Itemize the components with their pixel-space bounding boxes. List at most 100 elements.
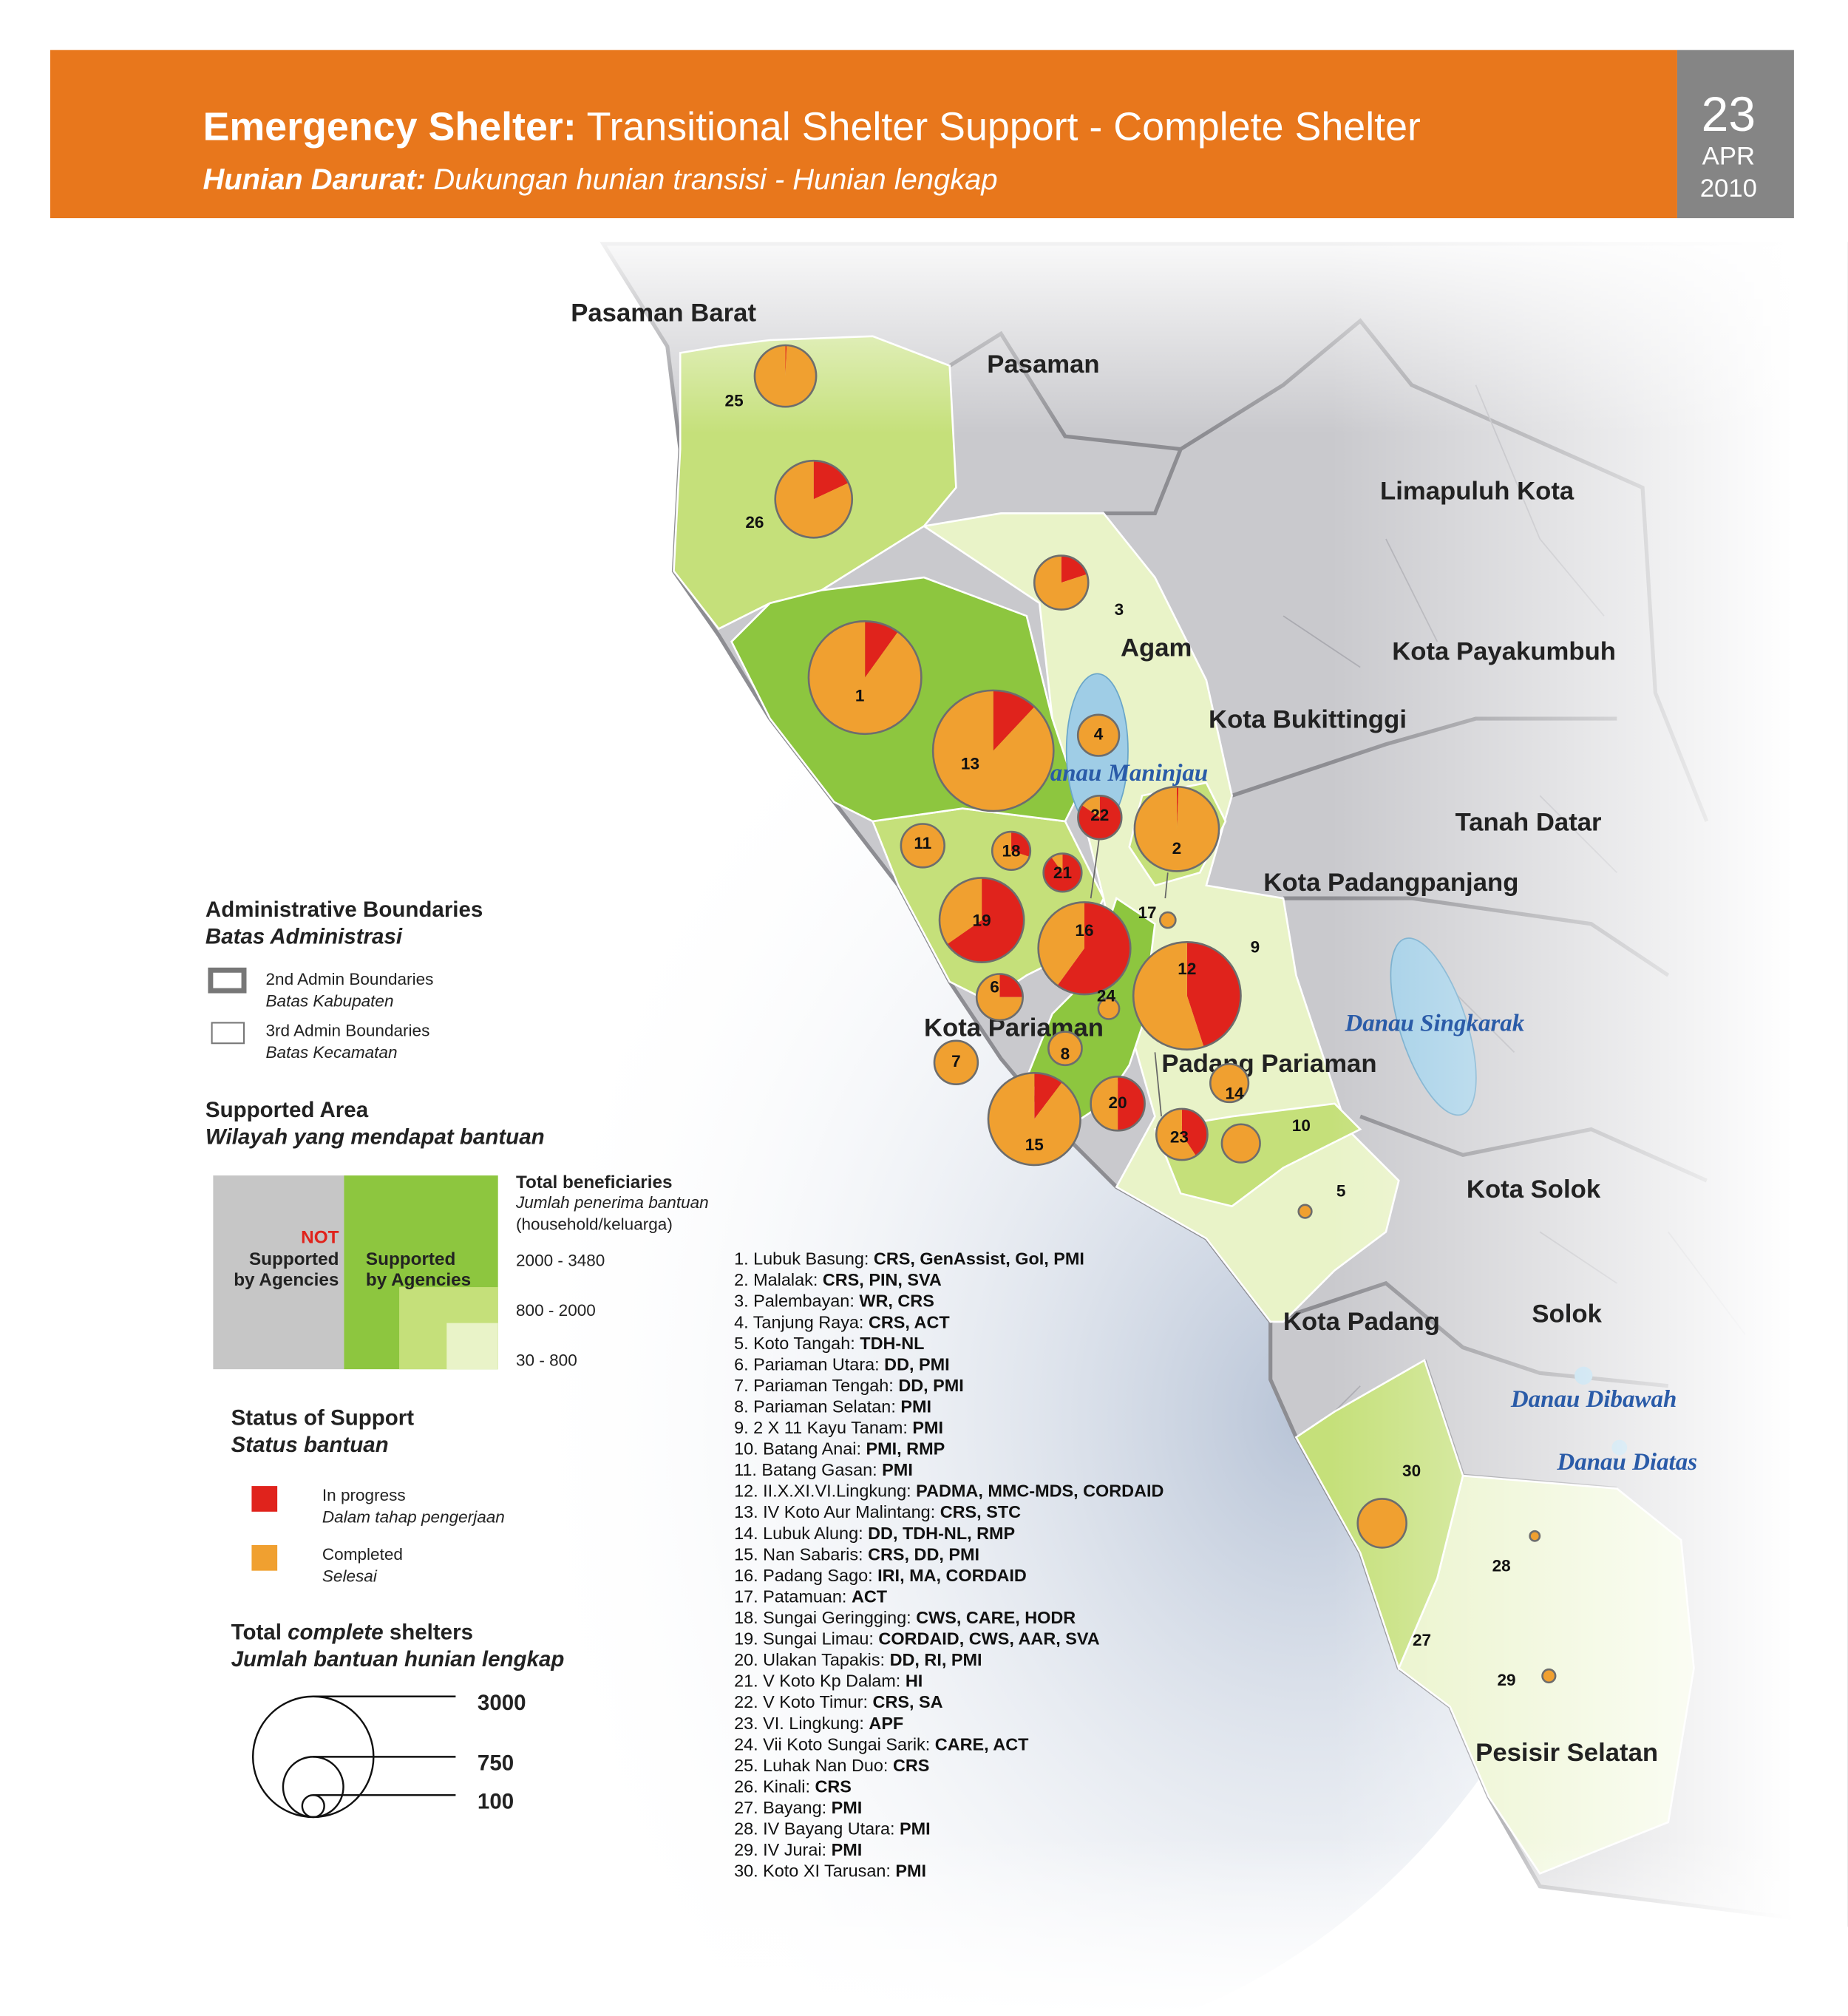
district-name: 2. Malalak: <box>734 1270 823 1289</box>
pie <box>975 973 1024 1022</box>
subtitle: Dukungan hunian transisi - Hunian lengka… <box>433 163 997 195</box>
pie-outline <box>1076 713 1121 757</box>
legend-title: Status of Support <box>231 1406 415 1430</box>
pie-outline <box>1220 1123 1261 1164</box>
agency-item: 6. Pariaman Utara: DD, PMI <box>734 1355 950 1374</box>
pie-in-progress <box>993 690 1035 751</box>
agency-names: APF <box>869 1714 903 1733</box>
agency-names: HI <box>906 1671 923 1691</box>
legend-subtitle: Status bantuan <box>231 1433 389 1457</box>
pie-outline <box>1077 795 1123 841</box>
pie-outline <box>1047 1031 1083 1067</box>
pie-completed <box>1156 1108 1196 1161</box>
lake-label: Danau Diatas <box>1556 1449 1697 1476</box>
agency-item: 1. Lubuk Basung: CRS, GenAssist, GoI, PM… <box>734 1249 1084 1269</box>
legend-range: 800 - 2000 <box>516 1301 596 1320</box>
pie-outline <box>931 689 1055 812</box>
pie-in-progress <box>1186 942 1241 1048</box>
pie-label: 15 <box>1025 1136 1044 1154</box>
pie-in-progress <box>1118 1076 1145 1131</box>
legend-title: Supported Area <box>205 1098 369 1122</box>
district-name: 3. Palembayan: <box>734 1292 859 1311</box>
agency-names: CRS, STC <box>940 1502 1021 1521</box>
legend-range: 30 - 800 <box>516 1351 577 1370</box>
agency-item: 19. Sungai Limau: CORDAID, CWS, AAR, SVA <box>734 1629 1100 1649</box>
pie <box>938 877 1025 964</box>
legend-label: Supported <box>249 1249 339 1269</box>
legend-label: 3rd Admin Boundaries <box>266 1022 430 1040</box>
agency-item: 9. 2 X 11 Kayu Tanam: PMI <box>734 1418 943 1437</box>
pie-completed <box>1542 1669 1556 1683</box>
pie-outline <box>933 1039 979 1085</box>
pie-completed <box>808 621 922 734</box>
pie <box>1529 1530 1541 1542</box>
lake-label: Danau Dibawah <box>1510 1386 1677 1413</box>
agency-names: PMI <box>900 1397 931 1416</box>
pie-completed <box>1221 1124 1260 1163</box>
agency-item: 15. Nan Sabaris: CRS, DD, PMI <box>734 1545 979 1564</box>
agency-names: PMI <box>882 1460 913 1479</box>
agency-names: PMI <box>832 1798 863 1817</box>
agency-names: PADMA, MMC-MDS, CORDAID <box>916 1482 1164 1501</box>
region-label: Kota Bukittinggi <box>1209 706 1407 734</box>
pie-outline <box>774 459 854 539</box>
pie-completed <box>1048 1031 1082 1065</box>
agency-names: DD, RI, PMI <box>890 1650 982 1669</box>
agency-item: 8. Pariaman Selatan: PMI <box>734 1397 931 1416</box>
pie <box>991 830 1032 871</box>
district-name: 25. Luhak Nan Duo: <box>734 1756 893 1775</box>
pie <box>774 459 854 539</box>
pie-in-progress <box>1043 853 1082 892</box>
size-circle <box>301 1793 325 1819</box>
agency-item: 25. Luhak Nan Duo: CRS <box>734 1756 929 1775</box>
agency-item: 17. Patamuan: ACT <box>734 1587 888 1606</box>
legend-title: Total beneficiaries <box>516 1172 673 1192</box>
leader-line <box>1154 1052 1162 1117</box>
region-label: Kota Padang <box>1283 1308 1440 1336</box>
pie-outline <box>991 830 1032 871</box>
pie-label: 21 <box>1053 863 1072 882</box>
date-day: 23 <box>1702 86 1756 141</box>
agency-item: 16. Padang Sago: IRI, MA, CORDAID <box>734 1566 1027 1585</box>
district-name: 20. Ulakan Tapakis: <box>734 1650 889 1669</box>
pie-outline <box>1090 1076 1146 1132</box>
date-month: APR <box>1702 143 1755 171</box>
pie <box>753 344 818 408</box>
pie-completed <box>775 461 852 538</box>
pie-outline <box>938 877 1025 964</box>
agency-item: 2. Malalak: CRS, PIN, SVA <box>734 1270 942 1289</box>
region-label: Padang Pariaman <box>1161 1050 1376 1078</box>
pie-label: 12 <box>1178 960 1196 978</box>
agency-names: CRS <box>815 1777 851 1796</box>
pie-in-progress <box>785 345 787 376</box>
legend-swatch <box>251 1544 278 1571</box>
pie-label: 24 <box>1097 987 1116 1005</box>
district-name: 4. Tanjung Raya: <box>734 1312 869 1331</box>
pie <box>1297 1204 1313 1219</box>
agency-names: PMI <box>895 1861 926 1881</box>
agency-names: TDH-NL <box>860 1334 924 1353</box>
pie-completed <box>1298 1204 1312 1218</box>
legend-label: by Agencies <box>234 1270 339 1290</box>
pie-label: 4 <box>1094 725 1104 744</box>
pie-completed <box>1357 1499 1407 1548</box>
district-name: 1. Lubuk Basung: <box>734 1249 874 1269</box>
size-label: 3000 <box>478 1691 526 1715</box>
agency-item: 21. V Koto Kp Dalam: HI <box>734 1671 923 1691</box>
pie-in-progress <box>813 461 849 500</box>
agency-names: IRI, MA, CORDAID <box>877 1566 1027 1585</box>
agency-item: 30. Koto XI Tarusan: PMI <box>734 1861 926 1881</box>
agency-names: PMI <box>900 1819 931 1839</box>
pie-outline <box>1033 554 1090 611</box>
pie-completed <box>900 824 945 868</box>
subtitle-bold: Hunian Darurat: <box>203 163 426 195</box>
agency-item: 27. Bayang: PMI <box>734 1798 862 1817</box>
district-name: 17. Patamuan: <box>734 1587 852 1606</box>
agency-names: ACT <box>852 1587 888 1606</box>
district-name: 26. Kinali: <box>734 1777 815 1796</box>
pie-outline <box>1037 901 1132 996</box>
pie-in-progress <box>1181 1108 1208 1156</box>
legend-sublabel: Dalam tahap pengerjaan <box>322 1507 505 1526</box>
district-name: 28. IV Bayang Utara: <box>734 1819 900 1839</box>
